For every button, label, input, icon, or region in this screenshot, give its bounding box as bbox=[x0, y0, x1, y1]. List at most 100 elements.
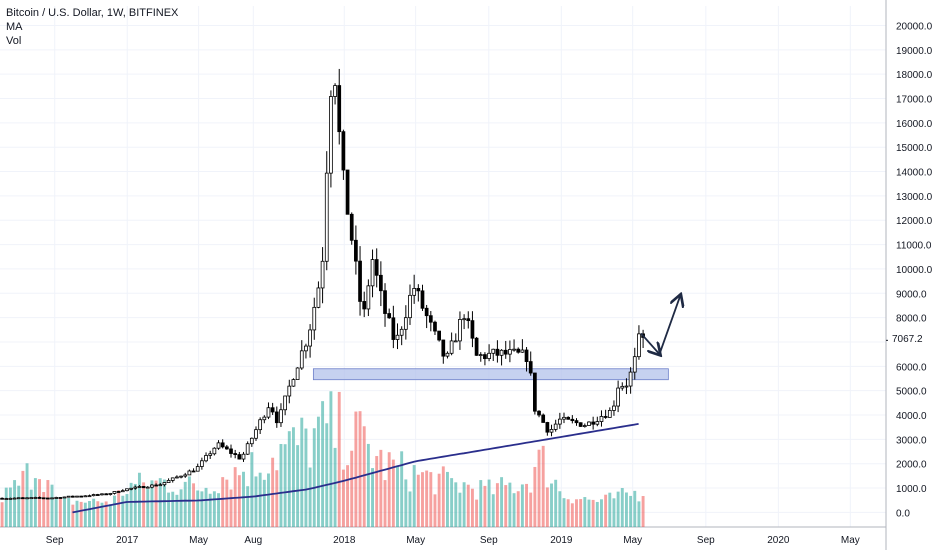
volume-bar bbox=[88, 501, 91, 527]
candle-body bbox=[624, 385, 629, 388]
volume-bar bbox=[354, 411, 358, 527]
candle-body bbox=[324, 172, 329, 262]
volume-bar bbox=[4, 487, 8, 527]
candle-body bbox=[137, 486, 142, 488]
candle-body bbox=[66, 495, 71, 498]
candle-body bbox=[249, 437, 254, 445]
volume-bar bbox=[525, 483, 529, 527]
candle-body bbox=[591, 421, 596, 425]
volume-bar bbox=[283, 444, 287, 527]
candle-body bbox=[320, 260, 325, 289]
volume-bar bbox=[570, 503, 574, 527]
volume-bar bbox=[462, 482, 466, 527]
candle-body bbox=[399, 328, 404, 336]
candle-body bbox=[391, 317, 396, 340]
candle-body bbox=[329, 96, 333, 174]
volume-bar bbox=[454, 482, 458, 527]
volume-bar bbox=[242, 471, 245, 527]
candle-body bbox=[291, 379, 296, 387]
candle-body bbox=[545, 422, 550, 433]
candle-body bbox=[316, 287, 321, 308]
volume-bar bbox=[117, 490, 121, 527]
candle-body bbox=[204, 455, 208, 462]
volume-bar bbox=[333, 447, 337, 527]
candle-body bbox=[312, 306, 317, 331]
candle-body bbox=[341, 131, 346, 171]
volume-bar bbox=[146, 489, 150, 527]
candle-body bbox=[87, 495, 92, 498]
volume-bar bbox=[25, 463, 29, 527]
candle-body bbox=[403, 317, 408, 330]
volume-bar bbox=[83, 502, 87, 527]
volume-bar bbox=[479, 480, 483, 527]
volume-bar bbox=[554, 479, 558, 527]
y-tick-label: 0.0 bbox=[896, 508, 910, 519]
volume-bar bbox=[520, 484, 524, 527]
candle-body bbox=[424, 307, 429, 317]
candle-body bbox=[474, 337, 479, 356]
volume-bar bbox=[250, 452, 254, 527]
candle-body bbox=[412, 288, 417, 296]
volume-bar bbox=[421, 472, 424, 527]
candle-body bbox=[75, 495, 79, 498]
volume-bar bbox=[545, 487, 549, 527]
y-tick-label: 13000.0 bbox=[896, 192, 932, 203]
volume-bar bbox=[350, 450, 354, 527]
annotation-arrow bbox=[658, 296, 680, 355]
volume-bar bbox=[337, 391, 341, 527]
volume-bar bbox=[175, 494, 179, 527]
volume-bar bbox=[620, 488, 624, 527]
volume-bar bbox=[550, 483, 553, 527]
candle-body bbox=[345, 169, 350, 215]
candle-body bbox=[133, 486, 138, 489]
candle-body bbox=[628, 371, 633, 387]
candle-body bbox=[229, 448, 233, 454]
volume-bar bbox=[158, 478, 162, 527]
volume-bar bbox=[92, 498, 96, 527]
y-tick-label: 8000.0 bbox=[896, 314, 927, 325]
candle-body bbox=[224, 446, 229, 450]
support-zone bbox=[312, 368, 669, 381]
candle-body bbox=[166, 480, 171, 484]
volume-bar bbox=[579, 499, 583, 527]
volume-bar bbox=[491, 494, 495, 527]
candle-body bbox=[295, 367, 300, 380]
candle-body bbox=[632, 356, 637, 373]
candle-body bbox=[108, 493, 113, 495]
volume-bar bbox=[495, 483, 499, 527]
candle-body bbox=[41, 497, 46, 500]
candle-body bbox=[150, 484, 154, 488]
volume-bar bbox=[171, 491, 175, 527]
candle-body bbox=[437, 330, 441, 341]
volume-bar bbox=[50, 484, 54, 527]
candle-body bbox=[524, 349, 529, 362]
volume-bar bbox=[38, 479, 41, 527]
candle-body bbox=[279, 409, 283, 424]
volume-bar bbox=[46, 480, 50, 527]
candle-body bbox=[537, 410, 541, 416]
candle-body bbox=[245, 443, 250, 455]
candle-body bbox=[233, 453, 238, 455]
candle-body bbox=[120, 490, 125, 493]
volume-bar bbox=[504, 485, 508, 527]
volume-bar bbox=[71, 504, 75, 527]
volume-bar bbox=[470, 488, 474, 527]
candle-body bbox=[578, 422, 583, 427]
volume-bar bbox=[391, 459, 395, 527]
volume-bar bbox=[291, 427, 295, 527]
volume-bar bbox=[262, 479, 266, 527]
candle-body bbox=[520, 349, 525, 353]
candle-body bbox=[125, 488, 129, 492]
volume-bar bbox=[595, 501, 599, 527]
candle-body bbox=[304, 345, 308, 352]
volume-bar bbox=[500, 477, 504, 527]
candle-body bbox=[433, 321, 437, 332]
candle-body bbox=[574, 420, 579, 424]
x-tick-label: 2017 bbox=[116, 535, 139, 546]
volume-bar bbox=[575, 499, 578, 527]
candle-body bbox=[366, 285, 371, 310]
y-tick-label: 1000.0 bbox=[896, 484, 927, 495]
candle-body bbox=[374, 259, 379, 276]
